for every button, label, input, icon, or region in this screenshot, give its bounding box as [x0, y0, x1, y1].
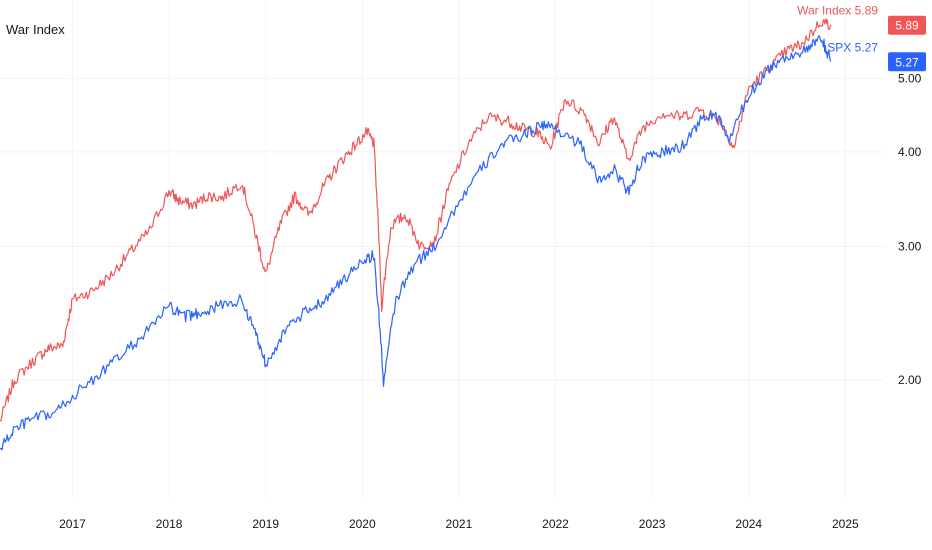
last-value-text: 5.27 — [895, 55, 919, 69]
x-tick-label: 2020 — [349, 517, 376, 531]
x-tick-label: 2019 — [252, 517, 279, 531]
series-line-war-index — [0, 18, 832, 422]
x-tick-label: 2017 — [59, 517, 86, 531]
y-tick-label: 4.00 — [898, 145, 922, 159]
y-tick-label: 2.00 — [898, 373, 922, 387]
series-label: War Index 5.89 — [797, 4, 878, 18]
series-label: SPX 5.27 — [827, 40, 878, 54]
series-line-spx — [0, 35, 832, 451]
last-value-badge — [888, 15, 926, 35]
x-tick-label: 2022 — [542, 517, 569, 531]
x-tick-label: 2025 — [832, 517, 859, 531]
label-layer: War Index 5.89 5.89 SPX 5.27 5.27 — [797, 4, 926, 72]
y-tick-label: 5.00 — [898, 72, 922, 86]
x-tick-label: 2018 — [156, 517, 183, 531]
x-tick-label: 2023 — [639, 517, 666, 531]
series-layer — [0, 18, 832, 451]
last-value-text: 5.89 — [895, 19, 919, 33]
axis-layer: 2017 2018 2019 2020 2021 2022 2023 2024 2025 2.00… — [59, 72, 922, 531]
grid-layer — [0, 0, 884, 497]
chart-title: War Index — [6, 22, 65, 37]
y-tick-label: 3.00 — [898, 239, 922, 253]
x-tick-label: 2021 — [446, 517, 473, 531]
last-value-badge — [888, 52, 926, 72]
x-tick-label: 2024 — [735, 517, 762, 531]
